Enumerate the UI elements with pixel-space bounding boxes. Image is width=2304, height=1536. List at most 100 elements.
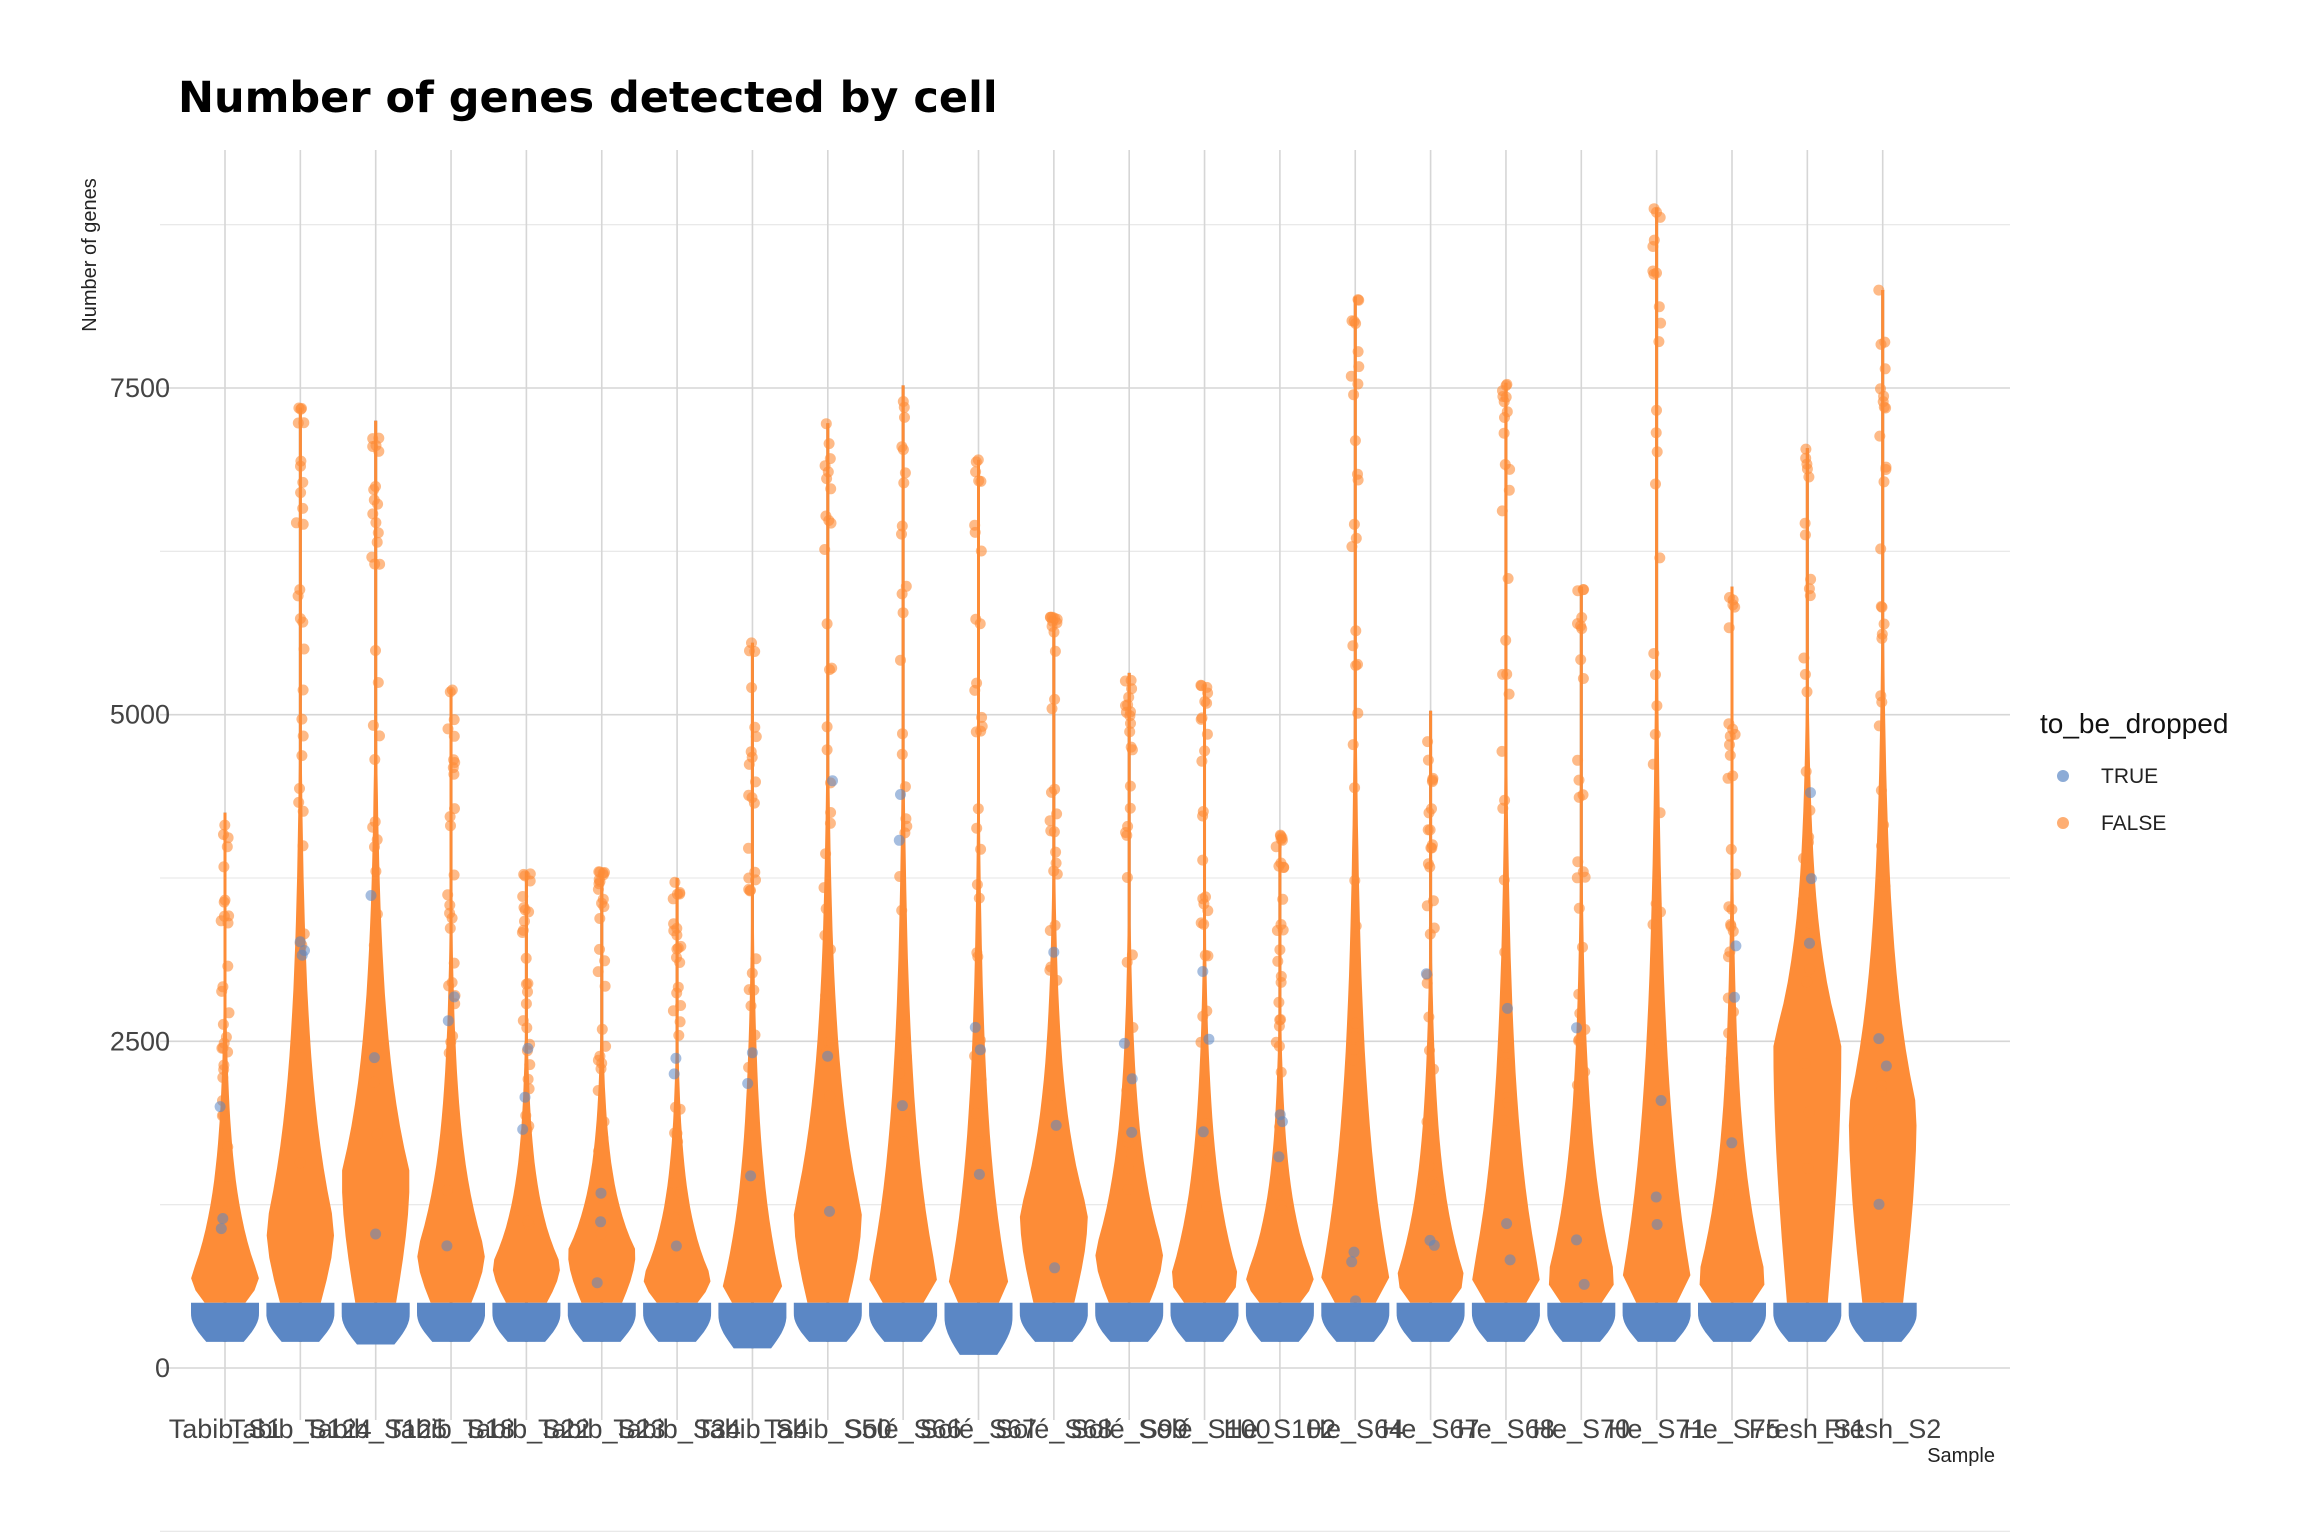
jitter-point-true: [974, 1044, 986, 1056]
jitter-point-false: [746, 792, 758, 804]
chart-title: Number of genes detected by cell: [178, 73, 998, 123]
jitter-point-false: [372, 498, 384, 510]
jitter-point-false: [1273, 1020, 1285, 1032]
jitter-point-false: [1876, 696, 1888, 708]
violin-true: [1170, 1302, 1239, 1342]
jitter-point-false: [1497, 802, 1509, 814]
jitter-point-false: [368, 484, 380, 496]
jitter-point-false: [295, 487, 307, 499]
jitter-point-false: [1421, 900, 1433, 912]
jitter-point-false: [596, 1023, 608, 1035]
jitter-point-false: [1349, 875, 1361, 886]
jitter-point-false: [1496, 505, 1508, 517]
jitter-point-true: [1726, 1137, 1738, 1149]
jitter-point-false: [445, 820, 456, 832]
jitter-point-false: [1876, 1080, 1887, 1091]
jitter-point-false: [1498, 1115, 1510, 1126]
jitter-point-true: [1197, 1126, 1209, 1138]
jitter-point-false: [371, 834, 383, 846]
jitter-point-false: [518, 902, 530, 913]
jitter-point-false: [290, 517, 302, 529]
jitter-point-false: [1798, 852, 1809, 864]
x-tick-label: Tabib_S50: [764, 1414, 892, 1444]
jitter-point-false: [1051, 974, 1063, 986]
jitter-point-false: [896, 520, 908, 532]
jitter-point-false: [594, 943, 605, 955]
y-tick-label: 2500: [110, 1026, 170, 1056]
jitter-point-false: [1125, 717, 1136, 729]
jitter-point-false: [672, 1136, 684, 1148]
jitter-point-false: [521, 1022, 533, 1034]
jitter-point-false: [442, 889, 454, 901]
jitter-point-true: [1804, 937, 1815, 949]
jitter-point-false: [1723, 1027, 1735, 1039]
jitter-point-false: [1799, 1058, 1811, 1069]
jitter-point-false: [1423, 807, 1435, 819]
jitter-point-true: [215, 1223, 227, 1235]
violin-false: [1172, 684, 1238, 1303]
jitter-point-false: [1195, 679, 1207, 691]
jitter-point-true: [1502, 1002, 1513, 1014]
jitter-point-false: [970, 456, 982, 468]
jitter-point-false: [1352, 474, 1364, 486]
jitter-point-false: [1875, 543, 1887, 555]
violin-false: [793, 423, 862, 1303]
jitter-point-false: [1202, 687, 1214, 699]
jitter-point-false: [1496, 745, 1508, 757]
violin-false: [1019, 616, 1088, 1303]
jitter-point-false: [1873, 1124, 1885, 1136]
jitter-point-false: [369, 816, 381, 828]
jitter-point-false: [1122, 1184, 1134, 1195]
violin-true: [869, 1302, 938, 1342]
jitter-point-false: [1502, 1092, 1513, 1103]
jitter-point-false: [1878, 476, 1890, 488]
jitter-point-false: [1196, 1157, 1208, 1169]
x-axis: Tabib_S1Tabib_S124Tabib_S125Tabib_S18Tab…: [169, 1414, 1942, 1444]
jitter-point-false: [1199, 949, 1211, 961]
jitter-point-false: [1799, 517, 1811, 529]
jitter-point-false: [1122, 1162, 1134, 1174]
jitter-point-false: [448, 730, 460, 742]
jitter-point-false: [750, 953, 762, 965]
jitter-point-false: [1651, 446, 1663, 458]
jitter-point-false: [1572, 754, 1584, 766]
jitter-point-false: [595, 1228, 607, 1240]
jitter-point-true: [591, 1277, 603, 1289]
jitter-point-true: [1420, 968, 1432, 980]
jitter-point-false: [1197, 854, 1209, 866]
jitter-point-false: [899, 1036, 911, 1048]
jitter-point-false: [520, 1110, 532, 1121]
jitter-point-false: [671, 952, 682, 963]
jitter-point-true: [442, 1015, 454, 1027]
jitter-point-false: [1725, 843, 1737, 855]
jitter-point-false: [745, 1119, 757, 1131]
x-tick-label: He_S68: [1457, 1414, 1555, 1444]
jitter-point-false: [1800, 927, 1812, 939]
jitter-point-false: [217, 1042, 229, 1054]
jitter-point-true: [893, 834, 905, 846]
jitter-point-true: [1805, 787, 1816, 799]
jitter-point-false: [1049, 693, 1061, 705]
jitter-point-false: [1424, 1129, 1436, 1141]
jitter-point-false: [1651, 700, 1663, 712]
jitter-point-false: [1126, 1148, 1137, 1160]
jitter-point-false: [1044, 815, 1056, 827]
jitter-point-false: [1352, 378, 1364, 390]
jitter-point-false: [1873, 720, 1885, 732]
jitter-point-false: [1195, 917, 1207, 929]
jitter-point-false: [1654, 1036, 1665, 1048]
jitter-point-false: [446, 684, 458, 696]
legend-true-swatch: [2057, 770, 2069, 782]
jitter-point-false: [820, 903, 832, 915]
jitter-point-false: [1648, 268, 1660, 280]
jitter-point-false: [825, 483, 837, 495]
jitter-point-false: [1201, 1201, 1213, 1212]
jitter-point-false: [1353, 361, 1365, 373]
jitter-point-true: [1873, 1033, 1885, 1045]
violin-true: [1773, 1302, 1842, 1342]
jitter-point-false: [971, 822, 983, 834]
jitter-point-false: [824, 817, 836, 829]
jitter-point-false: [1346, 541, 1358, 553]
jitter-point-false: [899, 1082, 911, 1094]
jitter-point-false: [1044, 611, 1056, 623]
